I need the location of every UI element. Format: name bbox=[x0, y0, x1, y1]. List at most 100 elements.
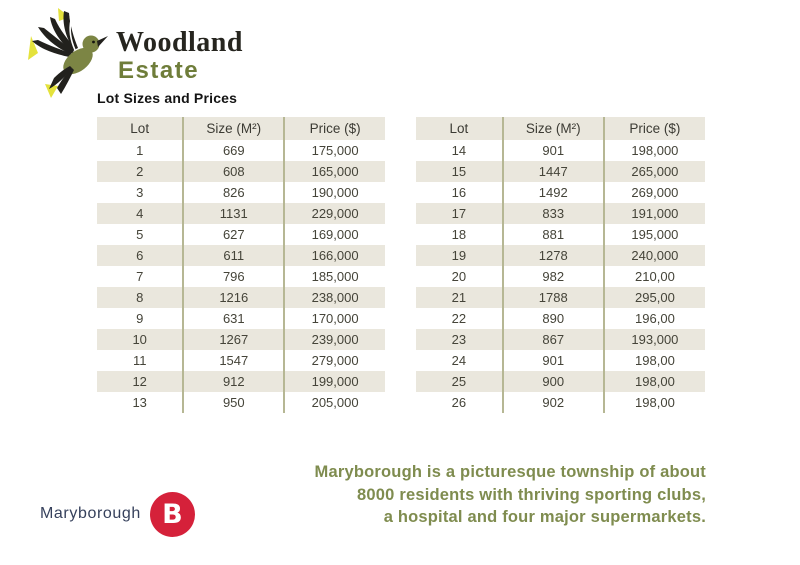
lot-price-table-right: Lot Size (M²) Price ($) 14 901 198,000 15 1447 2… bbox=[416, 117, 705, 413]
table-cell: 1 bbox=[97, 140, 185, 161]
table-cell: 295,00 bbox=[635, 290, 675, 305]
table-row: 2 608 165,000 bbox=[97, 161, 385, 182]
table-row: 8 1216 238,000 bbox=[97, 287, 385, 308]
brand-wordmark: Woodland Estate bbox=[116, 28, 243, 98]
table-header-row: Lot Size (M²) Price ($) bbox=[97, 117, 385, 140]
table-cell: 198,00 bbox=[635, 374, 675, 389]
table-cell: 238,000 bbox=[311, 290, 359, 305]
table-row: 21 1788 295,00 bbox=[416, 287, 705, 308]
table-cell: 198,000 bbox=[631, 143, 679, 158]
table-cell: 22 bbox=[416, 308, 504, 329]
table-cell: 229,000 bbox=[311, 206, 359, 221]
table-row: 20 982 210,00 bbox=[416, 266, 705, 287]
table-cell: 10 bbox=[97, 329, 185, 350]
table-row: 15 1447 265,000 bbox=[416, 161, 705, 182]
column-header: Size (M²) bbox=[183, 117, 286, 140]
table-cell: 17 bbox=[416, 203, 504, 224]
table-cell: 1267 bbox=[183, 329, 286, 350]
table-cell: 210,00 bbox=[635, 269, 675, 284]
table-row: 4 1131 229,000 bbox=[97, 203, 385, 224]
column-header: Price ($) bbox=[603, 117, 705, 140]
table-cell: 193,000 bbox=[631, 332, 679, 347]
lot-price-table-left: Lot Size (M²) Price ($) 1 669 175,000 2 608 165,… bbox=[97, 117, 385, 413]
table-cell: 1131 bbox=[183, 203, 286, 224]
maryborough-logo: Maryborough B bbox=[40, 491, 195, 537]
table-cell: 611 bbox=[183, 245, 286, 266]
table-cell: 950 bbox=[183, 392, 286, 413]
table-row: 24 901 198,00 bbox=[416, 350, 705, 371]
blurb-line: a hospital and four major supermarkets. bbox=[383, 508, 706, 526]
maryborough-blurb: Maryborough is a picturesque township of… bbox=[315, 461, 706, 529]
table-cell: 669 bbox=[183, 140, 286, 161]
table-cell: 170,000 bbox=[311, 311, 359, 326]
table-cell: 901 bbox=[502, 140, 605, 161]
maryborough-b-badge-icon: B bbox=[149, 491, 195, 537]
table-cell: 796 bbox=[183, 266, 286, 287]
table-row: 6 611 166,000 bbox=[97, 245, 385, 266]
table-row: 13 950 205,000 bbox=[97, 392, 385, 413]
table-cell: 982 bbox=[502, 266, 605, 287]
table-cell: 195,000 bbox=[631, 227, 679, 242]
table-cell: 833 bbox=[502, 203, 605, 224]
table-cell: 900 bbox=[502, 371, 605, 392]
table-cell: 1492 bbox=[502, 182, 605, 203]
table-cell: 166,000 bbox=[311, 248, 359, 263]
table-cell: 23 bbox=[416, 329, 504, 350]
table-cell: 12 bbox=[97, 371, 185, 392]
table-row: 3 826 190,000 bbox=[97, 182, 385, 203]
table-row: 1 669 175,000 bbox=[97, 140, 385, 161]
table-cell: 240,000 bbox=[631, 248, 679, 263]
table-cell: 1278 bbox=[502, 245, 605, 266]
blurb-line: Maryborough is a picturesque township of… bbox=[314, 463, 706, 481]
table-row: 14 901 198,000 bbox=[416, 140, 705, 161]
table-row: 19 1278 240,000 bbox=[416, 245, 705, 266]
column-header: Price ($) bbox=[284, 117, 385, 140]
table-cell: 25 bbox=[416, 371, 504, 392]
table-cell: 1216 bbox=[183, 287, 286, 308]
table-cell: 901 bbox=[502, 350, 605, 371]
table-cell: 902 bbox=[502, 392, 605, 413]
table-cell: 169,000 bbox=[311, 227, 359, 242]
table-row: 5 627 169,000 bbox=[97, 224, 385, 245]
table-cell: 867 bbox=[502, 329, 605, 350]
table-cell: 279,000 bbox=[311, 353, 359, 368]
table-cell: 24 bbox=[416, 350, 504, 371]
table-cell: 8 bbox=[97, 287, 185, 308]
table-cell: 4 bbox=[97, 203, 185, 224]
table-cell: 185,000 bbox=[311, 269, 359, 284]
maryborough-logo-text: Maryborough bbox=[40, 505, 141, 522]
table-cell: 631 bbox=[183, 308, 286, 329]
blurb-line: 8000 residents with thriving sporting cl… bbox=[357, 485, 706, 504]
table-row: 9 631 170,000 bbox=[97, 308, 385, 329]
table-cell: 175,000 bbox=[311, 143, 359, 158]
table-cell: 191,000 bbox=[631, 206, 679, 221]
column-header: Lot bbox=[416, 117, 504, 140]
table-cell: 2 bbox=[97, 161, 185, 182]
table-cell: 15 bbox=[416, 161, 504, 182]
table-cell: 14 bbox=[416, 140, 504, 161]
table-cell: 199,000 bbox=[311, 374, 359, 389]
table-cell: 16 bbox=[416, 182, 504, 203]
brand-subname: Estate bbox=[118, 57, 200, 84]
table-cell: 1447 bbox=[502, 161, 605, 182]
table-cell: 1788 bbox=[502, 287, 605, 308]
table-cell: 11 bbox=[97, 350, 185, 371]
table-cell: 20 bbox=[416, 266, 504, 287]
table-row: 22 890 196,00 bbox=[416, 308, 705, 329]
table-cell: 196,00 bbox=[635, 311, 675, 326]
table-row: 11 1547 279,000 bbox=[97, 350, 385, 371]
column-header: Size (M²) bbox=[502, 117, 605, 140]
table-cell: 608 bbox=[183, 161, 286, 182]
column-header: Lot bbox=[97, 117, 185, 140]
table-header-row: Lot Size (M²) Price ($) bbox=[416, 117, 705, 140]
table-cell: 912 bbox=[183, 371, 286, 392]
table-cell: 190,000 bbox=[311, 185, 359, 200]
table-cell: 13 bbox=[97, 392, 185, 413]
brand-name: Woodland bbox=[116, 27, 243, 58]
table-row: 23 867 193,000 bbox=[416, 329, 705, 350]
table-cell: 826 bbox=[183, 182, 286, 203]
page-title: Lot Sizes and Prices bbox=[97, 90, 238, 106]
table-row: 10 1267 239,000 bbox=[97, 329, 385, 350]
table-cell: 881 bbox=[502, 224, 605, 245]
